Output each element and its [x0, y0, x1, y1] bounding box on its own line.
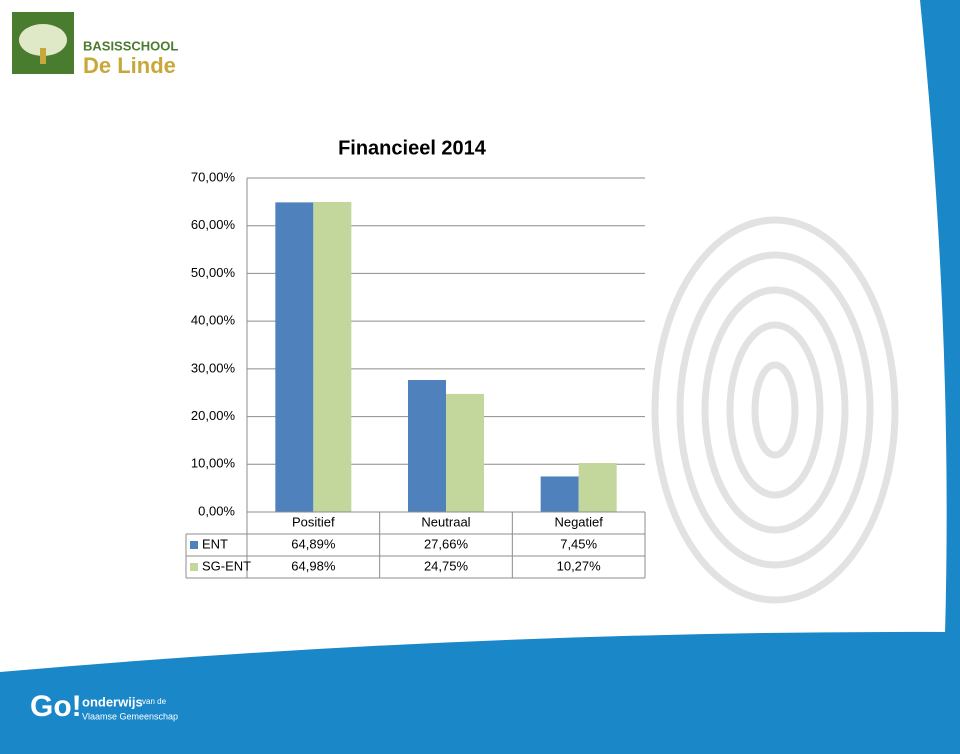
bar — [540, 476, 579, 512]
table-value: 7,45% — [560, 536, 597, 551]
table-value: 64,98% — [291, 558, 336, 573]
table-value: 27,66% — [424, 536, 469, 551]
y-tick-label: 50,00% — [191, 265, 236, 280]
legend-swatch — [190, 541, 198, 549]
table-value: 10,27% — [557, 558, 602, 573]
y-tick-label: 40,00% — [191, 313, 236, 328]
bar — [446, 393, 484, 512]
table-value: 24,75% — [424, 558, 469, 573]
y-tick-label: 20,00% — [191, 408, 236, 423]
logo-tree — [19, 24, 67, 56]
chart-title: Financieel 2014 — [338, 137, 487, 159]
bottom-band — [0, 631, 960, 754]
bar — [313, 201, 352, 512]
logo: BASISSCHOOL De Linde — [12, 12, 178, 78]
y-tick-label: 0,00% — [198, 503, 235, 518]
logo-line2: De Linde — [83, 53, 176, 78]
footer-line1-small: van de — [142, 697, 167, 706]
table-value: 64,89% — [291, 536, 336, 551]
footer-line1: onderwijs — [82, 694, 143, 709]
right-band — [920, 0, 960, 754]
legend-label: SG-ENT — [202, 558, 251, 573]
y-tick-label: 30,00% — [191, 360, 236, 375]
footer-line2: Vlaamse Gemeenschap — [82, 711, 178, 721]
legend-label: ENT — [202, 536, 228, 551]
legend-swatch — [190, 563, 198, 571]
y-tick-label: 10,00% — [191, 456, 236, 471]
footer-logo: Go! onderwijs van de Vlaamse Gemeenschap — [30, 690, 178, 723]
x-tick-label: Negatief — [554, 514, 603, 529]
bar — [408, 380, 446, 512]
logo-trunk — [40, 48, 46, 64]
x-tick-label: Positief — [292, 514, 335, 529]
y-tick-label: 70,00% — [191, 169, 236, 184]
bar — [275, 202, 314, 512]
x-tick-label: Neutraal — [421, 514, 470, 529]
logo-line1: BASISSCHOOL — [83, 38, 178, 53]
bar — [578, 462, 617, 512]
fingerprint — [651, 216, 899, 604]
footer-brand: Go! — [30, 690, 82, 723]
y-tick-label: 60,00% — [191, 217, 236, 232]
